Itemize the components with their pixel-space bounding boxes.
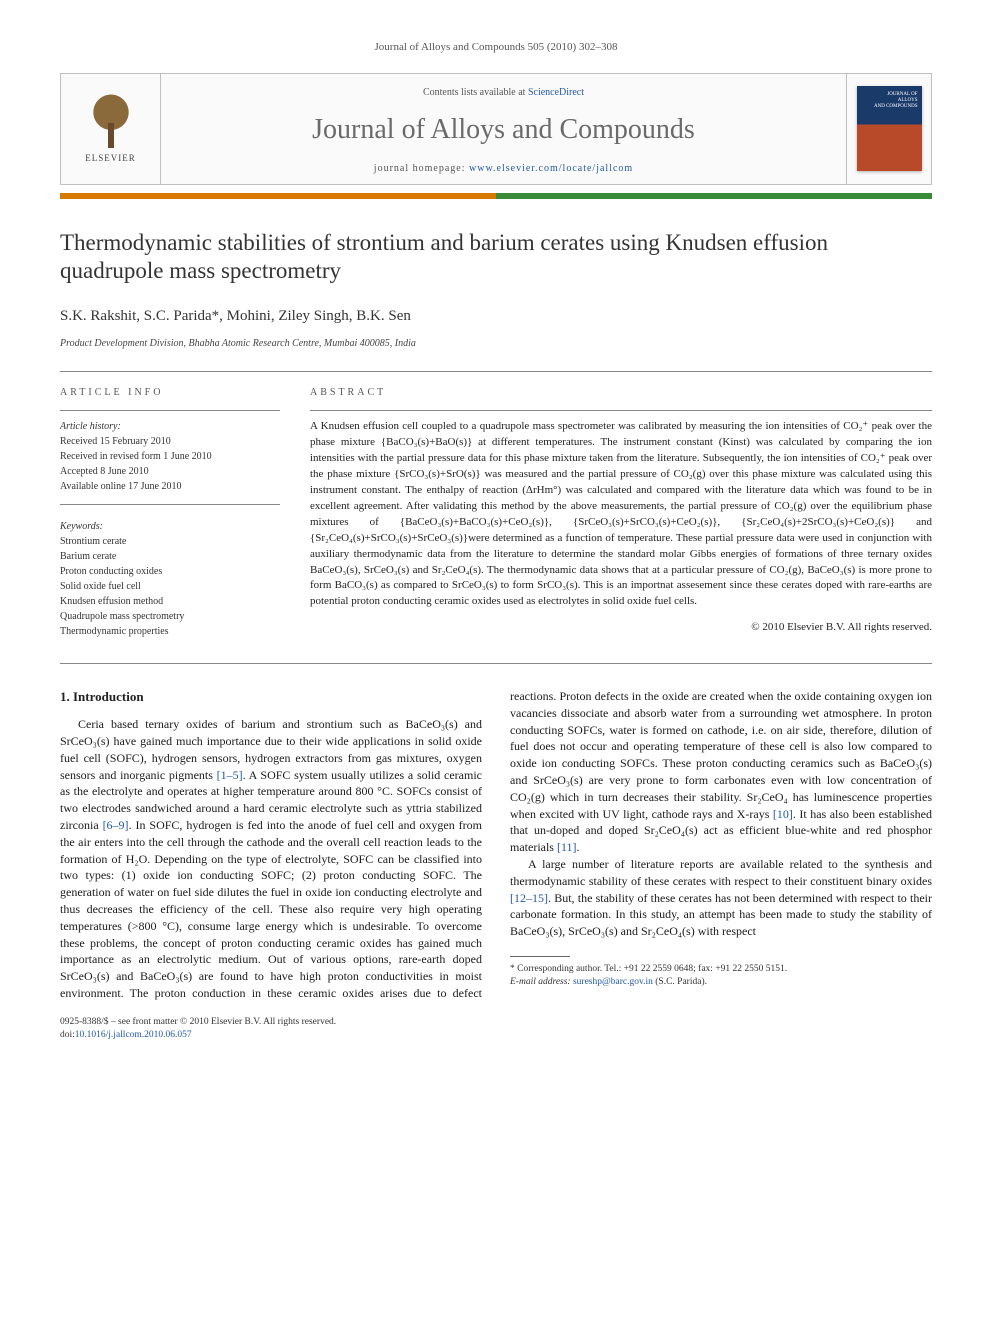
banner-center: Contents lists available at ScienceDirec… [161, 74, 846, 183]
doi-label: doi: [60, 1030, 75, 1040]
author-list: S.K. Rakshit, S.C. Parida*, Mohini, Zile… [60, 306, 932, 327]
affiliation: Product Development Division, Bhabha Ato… [60, 337, 932, 351]
citation-link[interactable]: [11] [557, 840, 577, 854]
body-text: . [577, 840, 580, 854]
homepage-prefix: journal homepage: [374, 163, 469, 174]
keywords-label: Keywords: [60, 519, 280, 534]
info-abstract-row: article info Article history: Received 1… [60, 386, 932, 639]
accepted-date: Accepted 8 June 2010 [60, 464, 280, 479]
issn-copyright-line: 0925-8388/$ – see front matter © 2010 El… [60, 1016, 932, 1029]
keyword: Knudsen effusion method [60, 594, 280, 609]
keyword: Proton conducting oxides [60, 564, 280, 579]
article-title: Thermodynamic stabilities of strontium a… [60, 229, 932, 287]
article-history-block: Article history: Received 15 February 20… [60, 419, 280, 639]
online-date: Available online 17 June 2010 [60, 479, 280, 494]
citation-link[interactable]: [10] [773, 807, 793, 821]
journal-banner: ELSEVIER Contents lists available at Sci… [60, 73, 932, 184]
article-info-heading: article info [60, 386, 280, 400]
journal-cover-cell [846, 74, 931, 183]
keyword: Solid oxide fuel cell [60, 579, 280, 594]
body-two-column: 1. Introduction Ceria based ternary oxid… [60, 688, 932, 1002]
section-number: 1. [60, 689, 70, 704]
history-label: Article history: [60, 419, 280, 434]
contents-prefix: Contents lists available at [423, 87, 528, 98]
journal-homepage-line: journal homepage: www.elsevier.com/locat… [171, 162, 836, 176]
abstract-text: A Knudsen effusion cell coupled to a qua… [310, 419, 932, 610]
body-text: . But, the stability of these cerates ha… [510, 891, 932, 939]
article-info-column: article info Article history: Received 1… [60, 386, 280, 639]
email-label: E-mail address: [510, 977, 573, 987]
keyword: Strontium cerate [60, 534, 280, 549]
divider [60, 663, 932, 664]
publisher-logo-cell: ELSEVIER [61, 74, 161, 183]
journal-cover-thumbnail [857, 86, 922, 171]
body-text: A large number of literature reports are… [510, 857, 932, 888]
abstract-copyright: © 2010 Elsevier B.V. All rights reserved… [310, 620, 932, 635]
corr-author-email-link[interactable]: sureshp@barc.gov.in [573, 977, 653, 987]
running-header: Journal of Alloys and Compounds 505 (201… [60, 40, 932, 55]
doi-link[interactable]: 10.1016/j.jallcom.2010.06.057 [75, 1030, 192, 1040]
citation-link[interactable]: [6–9] [103, 818, 129, 832]
front-matter-footer: 0925-8388/$ – see front matter © 2010 El… [60, 1016, 932, 1043]
contents-available-line: Contents lists available at ScienceDirec… [171, 86, 836, 100]
elsevier-wordmark: ELSEVIER [85, 152, 136, 165]
divider [60, 504, 280, 505]
abstract-column: abstract A Knudsen effusion cell coupled… [310, 386, 932, 639]
section-title: Introduction [73, 689, 144, 704]
divider [60, 410, 280, 411]
footnote-separator [510, 956, 570, 957]
citation-link[interactable]: [1–5] [217, 768, 243, 782]
body-paragraph: Ceria based ternary oxides of barium and… [60, 688, 932, 1002]
keyword: Barium cerate [60, 549, 280, 564]
sciencedirect-link[interactable]: ScienceDirect [528, 87, 584, 98]
body-text: . In SOFC, hydrogen is fed into the anod… [60, 818, 482, 950]
section-heading-introduction: 1. Introduction [60, 688, 482, 706]
citation-link[interactable]: [12–15] [510, 891, 548, 905]
keyword: Quadrupole mass spectrometry [60, 609, 280, 624]
corresponding-author-footnote: * Corresponding author. Tel.: +91 22 255… [510, 963, 932, 990]
received-date: Received 15 February 2010 [60, 434, 280, 449]
corr-author-tel-fax: * Corresponding author. Tel.: +91 22 255… [510, 963, 932, 976]
journal-title: Journal of Alloys and Compounds [171, 110, 836, 149]
email-tail: (S.C. Parida). [653, 977, 707, 987]
journal-homepage-link[interactable]: www.elsevier.com/locate/jallcom [469, 163, 633, 174]
body-paragraph: A large number of literature reports are… [510, 856, 932, 940]
abstract-heading: abstract [310, 386, 932, 400]
revised-date: Received in revised form 1 June 2010 [60, 449, 280, 464]
elsevier-tree-icon [86, 93, 136, 148]
elsevier-logo: ELSEVIER [76, 89, 146, 169]
keyword: Thermodynamic properties [60, 624, 280, 639]
divider [310, 410, 932, 411]
divider [60, 371, 932, 372]
accent-color-bar [60, 193, 932, 199]
